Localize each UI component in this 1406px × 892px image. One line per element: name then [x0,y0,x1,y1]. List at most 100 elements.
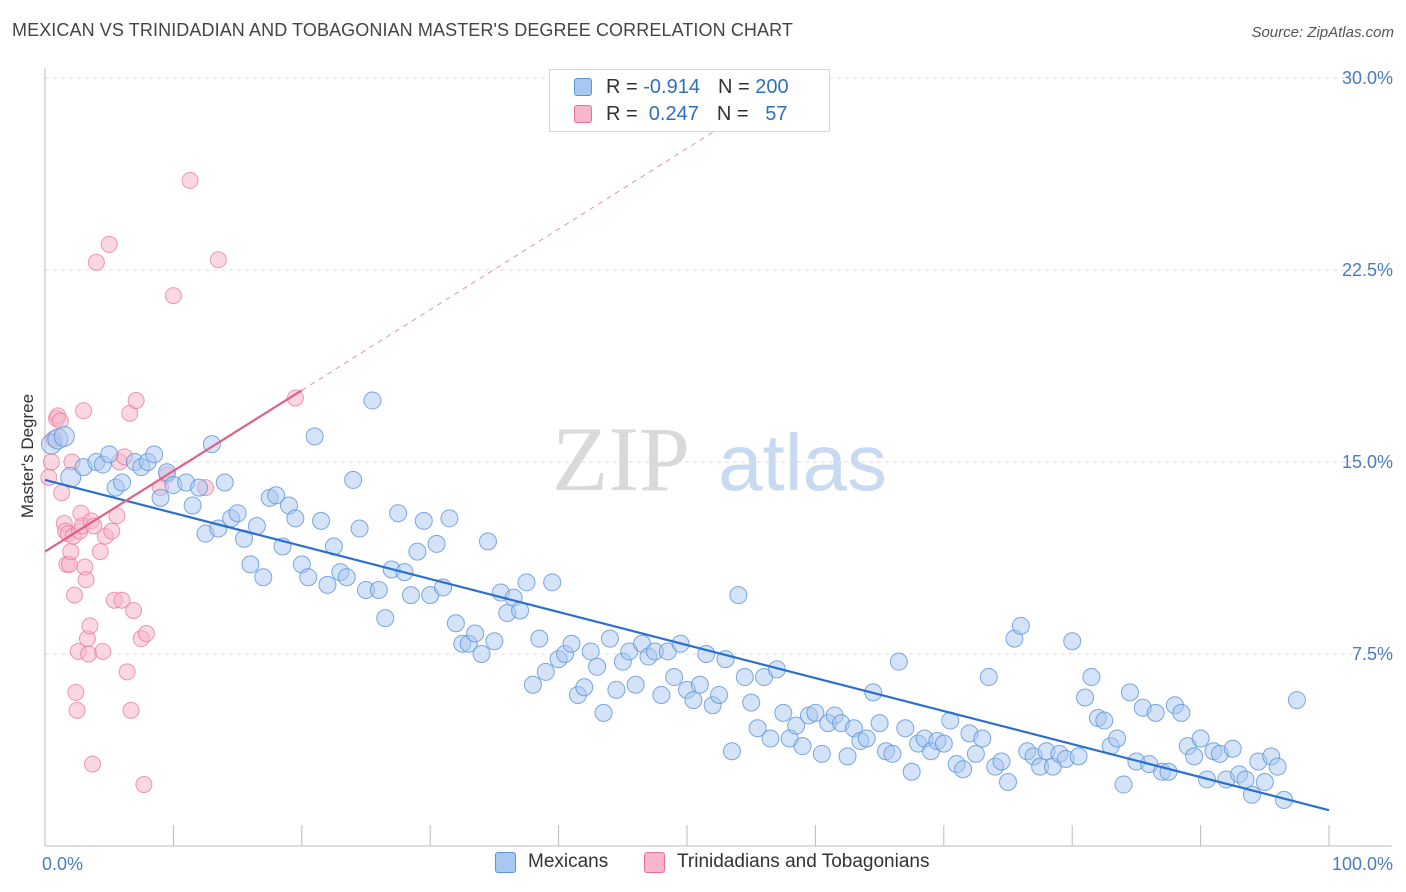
legend-swatch-blue [495,851,516,873]
mexican-point [742,693,761,712]
mexican-point [1191,729,1210,748]
mexican-point [408,542,427,561]
mexican-point [363,391,382,410]
mexican-point [254,568,273,587]
mexican-point [228,504,247,523]
mexican-point [902,762,921,781]
mexican-point [446,614,465,633]
y-axis-label: Master's Degree [18,394,37,518]
trinidad-point [94,642,112,660]
mexican-point [1146,703,1165,722]
mexican-point [536,662,555,681]
mexican-point [145,445,164,464]
y-tick-label: 15.0% [1342,452,1393,472]
mexican-point [806,703,825,722]
mexican-point [472,645,491,663]
mexican-point [896,719,915,738]
mexican-point [1172,703,1191,722]
mexican-point [215,473,234,492]
legend-row-mexicans: R = -0.914 N = 200 [574,74,789,100]
trinidad-point [84,755,102,773]
y-tick-label: 7.5% [1352,644,1393,664]
mexican-point [761,729,780,748]
trinidad-point [113,591,131,609]
mexican-point [530,629,549,648]
mexican-point [600,629,619,648]
trinidad-point [209,251,227,269]
trinidad-point [62,543,80,561]
mexican-point [100,445,119,464]
mexican-point [607,680,626,699]
mexican-point [729,586,748,605]
trinidad-point [118,663,136,681]
trinidad-point [135,776,153,794]
trinidad-point [91,543,109,561]
legend: R = -0.914 N = 200 R = 0.247 N = 57 [549,69,830,132]
mexican-point [401,586,420,605]
mexican-point [517,573,536,592]
legend-r-value: -0.914 [643,75,700,98]
mexican-point [1069,747,1088,766]
mexican-point [1287,691,1306,710]
legend-row-trinidad: R = 0.247 N = 57 [574,101,787,127]
mexican-point [523,675,542,694]
mexican-point [1063,632,1082,651]
mexican-point [787,716,806,735]
mexican-point [376,609,395,628]
bottom-legend-label: Trinidadians and Tobagonians [677,851,930,872]
mexican-point [626,675,645,694]
mexican-point [299,568,318,587]
trinidad-point [87,253,105,271]
mexican-point [966,744,985,763]
mexican-point [992,752,1011,771]
bottom-legend-trinidad: Trinidadians and Tobagonians [644,851,929,873]
legend-swatch-blue [574,78,592,96]
mexican-point [440,509,459,528]
trinidad-point [137,625,155,643]
legend-n-label: N = [716,102,755,125]
bottom-legend-label: Mexicans [528,851,609,872]
mexican-point [838,747,857,766]
mexican-point [1011,616,1030,635]
mexican-point [665,668,684,687]
legend-swatch-pink [574,105,592,123]
mexican-point [883,744,902,763]
mexican-point [979,668,998,687]
mexican-point [190,478,209,497]
trinidad-point [286,389,304,407]
legend-r-label: R = [606,75,644,98]
trinidad-point [42,453,60,471]
mexican-point [562,634,581,653]
mexican-point [318,575,337,594]
mexican-point [350,519,369,538]
trinidad-point [66,586,84,604]
mexican-point [889,652,908,671]
trinidad-point [80,645,98,663]
mexican-point [812,744,831,763]
mexican-point [575,678,594,697]
trinidad-point [75,402,93,420]
mexican-point [312,511,331,530]
mexican-point [793,737,812,756]
trinidad-point [103,522,121,540]
mexican-point [113,473,132,492]
mexican-point [183,496,202,515]
watermark: ZIP atlas [552,408,887,510]
mexican-point [1268,757,1287,776]
mexican-point [588,657,607,676]
mexican-point [427,534,446,553]
chart-title: MEXICAN VS TRINIDADIAN AND TOBAGONIAN MA… [12,20,794,40]
mexican-point [53,425,75,447]
mexican-point [478,532,497,551]
legend-n-label: N = [717,75,756,98]
mexican-point [1223,739,1242,758]
mexican-point [690,675,709,694]
trend-lines [44,107,1330,812]
mexican-point [652,685,671,704]
tick-labels: 7.5% 15.0% 22.5% 30.0% 0.0% 100.0% Master's De… [18,68,1393,874]
mexican-point [414,511,433,530]
trinidad-point [67,683,85,701]
mexican-point [1114,775,1133,794]
x-tick-label: 100.0% [1332,854,1393,874]
mexican-point [1108,729,1127,748]
